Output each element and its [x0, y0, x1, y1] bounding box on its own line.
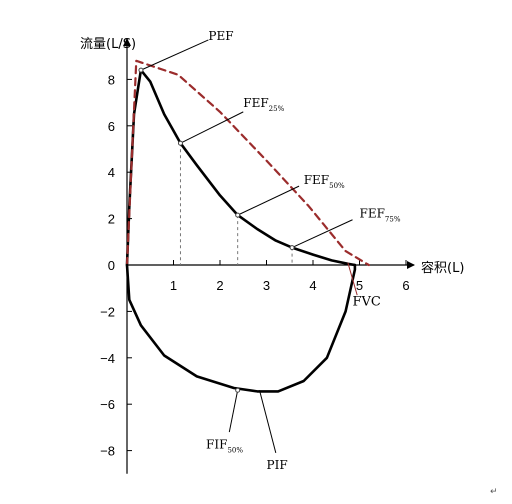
- axes-layer: 1 2 3 4 5 6 8 6 4 2 0 −2 −4 −6 −8: [100, 38, 415, 474]
- x-tick-label: 6: [402, 278, 409, 293]
- annotation-leader-pef: [140, 39, 209, 71]
- x-tick-label: 5: [356, 278, 363, 293]
- annotation-point-fef: [289, 245, 295, 251]
- annotation-label-pef: PEF: [208, 29, 233, 43]
- annotation-label-fef: FEF25%: [243, 96, 284, 113]
- corner-return-mark: ↵: [490, 487, 498, 497]
- y-tick-label: −8: [100, 444, 115, 459]
- y-tick-label: −6: [100, 397, 115, 412]
- reference-curve-dashed: [125, 59, 370, 267]
- annotation-point-fif: [235, 387, 241, 393]
- x-tick-label: 4: [309, 278, 316, 293]
- annotation-point-fef: [177, 140, 183, 146]
- y-axis-title: 流量(L/S): [80, 37, 136, 52]
- inspiratory-curve: [125, 263, 357, 393]
- x-tick-label: 2: [216, 278, 223, 293]
- annotation-label-fef: FEF75%: [360, 206, 401, 223]
- annotation-point-fef: [235, 212, 241, 218]
- annotation-leader-fef: [291, 219, 353, 249]
- annotation-leader-pif: [259, 390, 277, 454]
- annotation-leader-fvc: [347, 262, 358, 296]
- x-tick-label: 3: [263, 278, 270, 293]
- y-tick-label: 4: [108, 165, 115, 180]
- y-tick-label: 0: [108, 258, 115, 273]
- x-axis-title: 容积(L): [421, 260, 464, 276]
- y-tick-label: −4: [100, 351, 115, 366]
- y-tick-label: 6: [108, 119, 115, 134]
- guides-layer: [179, 143, 293, 265]
- annotation-point-pef: [138, 67, 144, 73]
- annotation-label-fif: FIF50%: [206, 437, 243, 454]
- annotations-layer: PEF FEF25% FEF50% FEF75% FIF50% PIF FVC: [138, 29, 401, 472]
- y-tick-label: 8: [108, 72, 115, 87]
- annotation-leader-fef: [237, 185, 300, 216]
- annotation-label-fvc: FVC: [353, 295, 381, 310]
- y-tick-label: −2: [100, 304, 115, 319]
- series-layer: [125, 59, 370, 393]
- y-tick-label: 2: [108, 212, 115, 227]
- annotation-leader-fif: [228, 390, 239, 433]
- x-tick-label: 1: [170, 278, 177, 293]
- annotation-label-fef: FEF50%: [304, 173, 345, 190]
- annotation-label-pif: PIF: [267, 458, 288, 472]
- annotation-leader-fef: [180, 111, 244, 144]
- expiratory-curve: [125, 68, 357, 267]
